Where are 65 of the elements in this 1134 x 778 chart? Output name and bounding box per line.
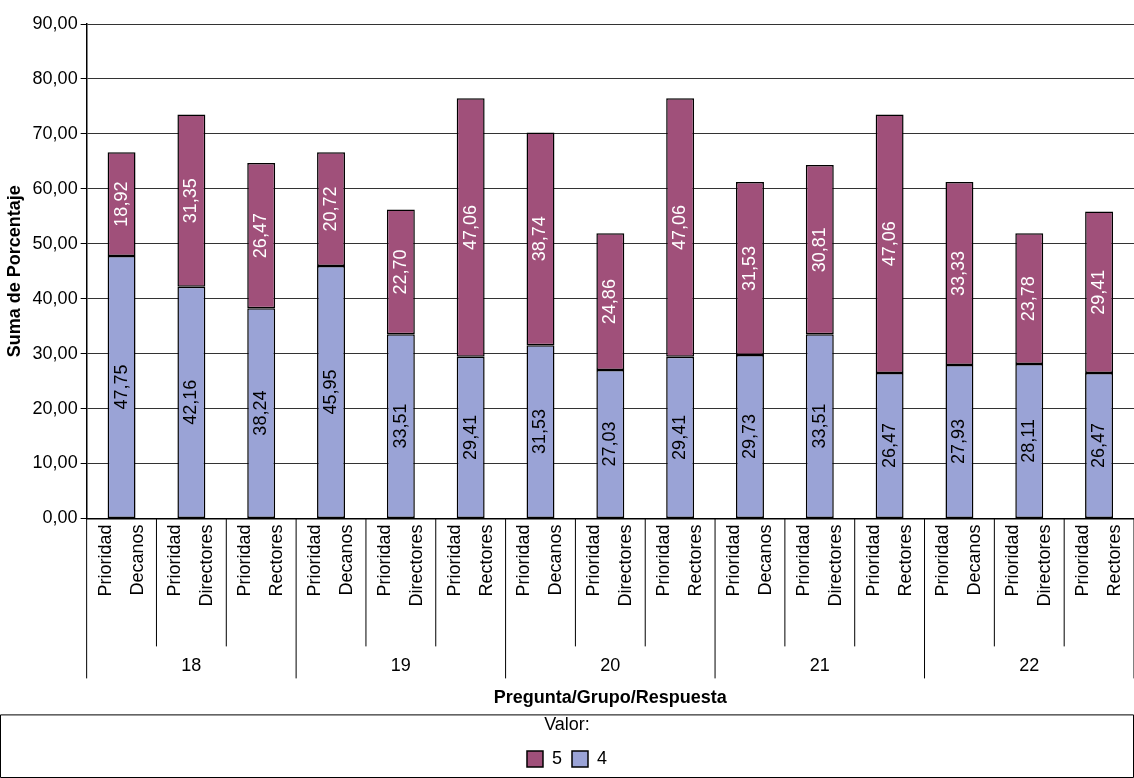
- data-label: 29,41: [1088, 269, 1109, 315]
- data-label: 23,78: [1018, 276, 1039, 322]
- data-label: 29,73: [738, 413, 759, 460]
- data-label: 27,03: [599, 421, 620, 467]
- data-label: 33,33: [948, 250, 969, 296]
- data-label: 47,06: [878, 221, 899, 267]
- y-tick-label: 30,00: [32, 342, 78, 363]
- data-label: 31,35: [180, 178, 201, 224]
- data-label: 47,06: [669, 205, 690, 251]
- text: 20: [600, 655, 621, 676]
- data-label: 29,41: [459, 414, 480, 460]
- y-axis-title: Suma de Porcentaje: [3, 185, 24, 358]
- data-label: 47,75: [110, 364, 131, 410]
- data-label: 18,92: [110, 181, 131, 227]
- x-tick-label: Prioridad Directores: [373, 524, 426, 607]
- text: 18: [181, 655, 202, 676]
- y-tick-label: 70,00: [32, 122, 78, 143]
- data-label: 33,51: [808, 403, 829, 449]
- data-label: 33,51: [389, 403, 410, 449]
- x-tick-label: Prioridad Rectores: [862, 524, 915, 597]
- data-label: 26,47: [250, 213, 271, 259]
- y-tick-label: 60,00: [32, 177, 78, 198]
- data-label: 45,95: [320, 369, 340, 415]
- x-tick-label: Prioridad Decanos: [932, 524, 985, 597]
- legend-label: 4: [597, 747, 608, 768]
- text: 21: [809, 655, 830, 676]
- y-tick-label: 0,00: [42, 507, 78, 528]
- data-label: 29,41: [669, 414, 690, 460]
- x-tick-label: Prioridad Directores: [164, 524, 217, 607]
- data-label: 47,06: [459, 205, 480, 251]
- y-tick-label: 90,00: [32, 12, 78, 33]
- y-tick-label: 80,00: [32, 67, 78, 88]
- data-label: 26,47: [878, 422, 899, 468]
- x-axis-title: Pregunta/Grupo/Respuesta: [493, 686, 728, 707]
- data-label: 38,24: [250, 390, 271, 436]
- x-tick-label: Prioridad Directores: [1002, 524, 1055, 607]
- x-tick-label: Prioridad Rectores: [234, 524, 287, 597]
- data-label: 31,53: [738, 245, 759, 291]
- text: 19: [390, 655, 411, 676]
- x-tick-label: Prioridad Decanos: [94, 524, 147, 597]
- data-label: 26,47: [1088, 422, 1109, 468]
- text: 22: [1019, 655, 1040, 676]
- legend-label: 5: [551, 747, 562, 768]
- legend-title: Valor:: [544, 714, 590, 735]
- x-tick-label: Prioridad Decanos: [722, 524, 775, 597]
- data-label: 24,86: [599, 279, 620, 325]
- data-label: 38,74: [529, 216, 550, 262]
- data-label: 30,81: [808, 227, 829, 273]
- data-label: 27,93: [948, 418, 969, 464]
- x-tick-label: Prioridad Rectores: [443, 524, 496, 597]
- data-label: 20,72: [320, 186, 340, 232]
- y-tick-label: 40,00: [32, 287, 78, 308]
- x-tick-label: Prioridad Directores: [583, 524, 636, 607]
- data-label: 42,16: [180, 379, 201, 425]
- data-label: 28,11: [1018, 419, 1039, 463]
- y-tick-label: 10,00: [32, 452, 78, 473]
- data-label: 22,70: [389, 249, 410, 295]
- x-tick-label: Prioridad Rectores: [1072, 524, 1125, 597]
- y-tick-label: 50,00: [32, 232, 78, 253]
- x-tick-label: Prioridad Decanos: [513, 524, 566, 597]
- y-tick-label: 20,00: [32, 397, 78, 418]
- x-tick-label: Prioridad Rectores: [653, 524, 706, 597]
- x-tick-label: Prioridad Directores: [792, 524, 845, 607]
- data-label: 31,53: [529, 409, 550, 455]
- x-tick-label: Prioridad Decanos: [304, 524, 356, 597]
